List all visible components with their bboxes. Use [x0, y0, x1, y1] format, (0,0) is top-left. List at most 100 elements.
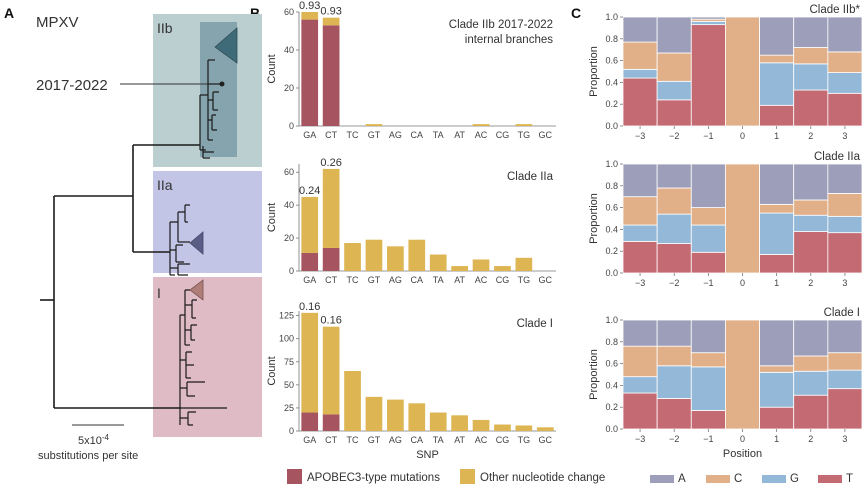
chart-title: Clade IIb 2017-2022: [449, 19, 553, 31]
stacked-bar-segment-t: [656, 398, 692, 430]
y-tick-label: 0.6: [605, 203, 618, 213]
x-tick-label: TA: [433, 130, 444, 140]
x-tick-label: GC: [539, 130, 553, 140]
stacked-bar-segment-g: [656, 80, 692, 101]
panel-c-context-proportions: −3 −2 −1 0 1 2 3 0.0 0.2 0.4 0.6 0.8 1.0 Proportion Cl…: [588, 4, 863, 460]
stacked-bar-segment-c: [827, 51, 863, 73]
stacked-bar-segment-c: [725, 319, 760, 430]
y-axis-label: Count: [266, 203, 278, 232]
x-tick-label: −1: [703, 434, 713, 444]
stacked-bar-segment-c: [725, 16, 760, 127]
clade-i-subtree: [179, 289, 227, 426]
bar-other: [408, 239, 426, 271]
legend-label-a: A: [678, 473, 686, 485]
x-tick-label: CA: [411, 435, 424, 445]
collapsed-clade-iib-triangle: [214, 27, 238, 64]
clade-i-label: I: [157, 285, 161, 301]
bar-other: [365, 124, 383, 126]
x-tick-label: 0: [740, 434, 745, 444]
stacked-bar-segment-c: [827, 193, 863, 217]
stacked-bar-segment-t: [827, 92, 863, 127]
bar-other: [515, 124, 533, 126]
x-tick-label: CT: [325, 130, 337, 140]
x-tick-label: AT: [454, 275, 465, 285]
chart-title: Clade I: [517, 318, 553, 330]
stacked-bar-segment-c: [793, 47, 829, 65]
stacked-bar-segment-a: [827, 16, 863, 53]
stacked-bar-segment-t: [656, 243, 692, 274]
bar-other: [387, 246, 404, 271]
x-tick-label: −2: [669, 131, 679, 141]
stacked-bar-segment-g: [759, 62, 795, 106]
legend-b: APOBEC3-type mutations Other nucleotide …: [287, 469, 605, 484]
x-tick-label: 1: [774, 131, 779, 141]
stacked-bar-segment-a: [690, 16, 726, 20]
stacked-bar-segment-t: [759, 406, 795, 430]
chart-title: Clade IIa: [814, 151, 861, 163]
x-tick-label: TG: [518, 435, 531, 445]
x-tick-label: −3: [635, 278, 645, 288]
stacked-bar-segment-c: [690, 352, 726, 368]
y-tick-label: 40: [284, 45, 294, 55]
stacked-bar-segment-g: [827, 369, 863, 390]
y-tick-label: 0.4: [605, 224, 618, 234]
y-tick-label: 20: [284, 83, 294, 93]
x-tick-label: CG: [496, 435, 510, 445]
stacked-bar-segment-a: [793, 163, 829, 201]
legend-swatch-c: [706, 475, 730, 483]
y-tick-label: 0.2: [605, 99, 618, 109]
y-tick-label: 0: [289, 426, 294, 436]
legend-swatch-a: [650, 475, 674, 483]
panel-b-snp-counts: 0 20 40 60 GA CT TC GT AG CA TA AT AC CG TG GC 0.93 0.93 C…: [266, 0, 556, 461]
bar-other: [451, 415, 468, 431]
stacked-bar-segment-c: [759, 203, 795, 214]
bar-other: [536, 427, 554, 431]
stacked-bar-segment-g: [622, 224, 658, 242]
stacked-bar-segment-g: [690, 366, 726, 411]
panel-label-a: A: [4, 5, 14, 21]
x-tick-label: AC: [475, 275, 488, 285]
legend-swatch-other: [460, 469, 475, 484]
y-tick-label: 125: [279, 311, 294, 321]
stacked-bar-segment-a: [827, 319, 863, 354]
x-tick-label: GC: [539, 435, 553, 445]
y-tick-label: 0.0: [605, 424, 618, 434]
y-tick-label: 40: [284, 200, 294, 210]
x-tick-label: TA: [433, 275, 444, 285]
x-tick-label: −2: [669, 434, 679, 444]
tree-title: MPXV: [36, 14, 79, 31]
clade-iib-subtree: [199, 59, 222, 159]
y-tick-label: 0.0: [605, 268, 618, 278]
y-tick-label: 75: [284, 357, 294, 367]
x-tick-label: AT: [454, 130, 465, 140]
stacked-bar-segment-c: [656, 187, 692, 215]
y-axis-label: Count: [266, 54, 278, 83]
bar-other: [429, 412, 447, 431]
x-tick-label: GT: [368, 130, 381, 140]
y-tick-label: 0.0: [605, 121, 618, 131]
bar-other: [494, 424, 511, 431]
stacked-bar-segment-a: [759, 163, 795, 205]
stacked-bar-segment-c: [793, 355, 829, 372]
x-tick-label: TC: [347, 275, 359, 285]
y-tick-label: 20: [284, 233, 294, 243]
stacked-bar-segment-c: [725, 163, 760, 274]
stacked-bar-segment-a: [656, 16, 692, 54]
bar-other: [387, 399, 404, 431]
x-tick-label: TG: [518, 275, 531, 285]
stacked-bar-segment-t: [690, 251, 726, 274]
y-tick-label: 60: [284, 7, 294, 17]
bar-fraction-label: 0.26: [320, 157, 341, 169]
bar-other: [301, 196, 319, 253]
snp-count-chart-3: 0 25 50 75 100 125 GA CT TC GT AG CA TA AT AC CG TG GC 0.1…: [266, 301, 556, 461]
stacked-bar-segment-g: [656, 213, 692, 244]
bar-fraction-label: 0.16: [320, 315, 341, 327]
bar-other: [451, 266, 468, 271]
x-tick-label: −2: [669, 278, 679, 288]
stacked-bar-segment-t: [622, 240, 658, 274]
bar-apobec: [322, 247, 340, 271]
bar-other: [494, 266, 511, 271]
stacked-bar-segment-t: [793, 394, 829, 430]
stacked-bar-segment-a: [759, 16, 795, 56]
legend-swatch-apobec: [287, 469, 302, 484]
